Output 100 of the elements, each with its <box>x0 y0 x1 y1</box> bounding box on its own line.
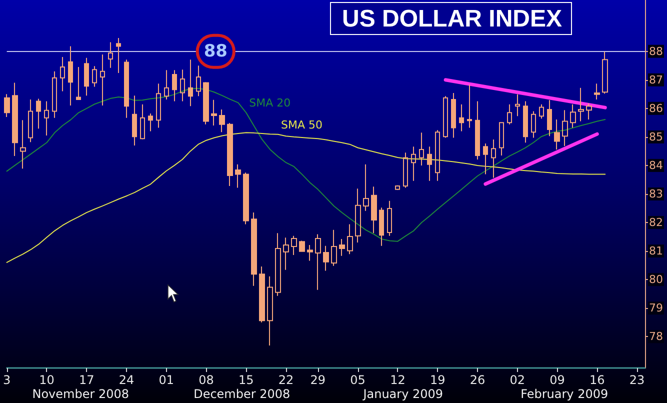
candlestick <box>475 100 480 160</box>
candlestick <box>84 57 89 96</box>
x-tick-label: 19 <box>430 373 446 387</box>
y-tick-label: 83 <box>649 187 663 200</box>
text: November 2008 <box>32 387 130 401</box>
x-tick-label: 17 <box>78 373 94 387</box>
candlestick <box>140 104 145 140</box>
candlestick <box>124 59 129 118</box>
candlestick <box>531 110 536 138</box>
candlestick <box>491 139 496 178</box>
candlestick <box>92 66 97 88</box>
candlestick <box>586 103 592 120</box>
candlestick <box>76 66 81 100</box>
candlestick <box>243 172 249 225</box>
candlestick <box>339 238 345 256</box>
candlestick <box>363 164 369 212</box>
x-tick-label: 26 <box>470 373 486 387</box>
candlestick <box>355 188 361 243</box>
candlestick <box>283 237 289 270</box>
x-tick-label: 3 <box>2 373 11 387</box>
candlestick <box>323 245 329 272</box>
candlestick <box>235 164 241 188</box>
candlestick <box>44 100 49 136</box>
y-tick-label: 78 <box>649 330 663 344</box>
candlestick <box>299 240 305 252</box>
candlestick <box>387 200 392 236</box>
candlestick <box>219 109 225 133</box>
y-tick-label: 85 <box>649 130 663 144</box>
candlestick <box>196 65 201 97</box>
candlestick <box>523 100 528 144</box>
y-tick-label: 81 <box>649 244 663 258</box>
x-tick-label: 02 <box>510 373 526 387</box>
line-series <box>6 132 606 263</box>
y-tick-label: 84 <box>649 158 663 172</box>
x-tick-label: 16 <box>589 373 605 387</box>
x-tick-label: 10 <box>39 373 54 387</box>
ref-line-label: 88 <box>204 41 228 62</box>
x-tick-label: 01 <box>158 373 174 387</box>
candlestick <box>507 104 512 125</box>
y-tick-label: 82 <box>649 216 663 230</box>
x-tick-label: 15 <box>238 373 254 387</box>
candlestick <box>52 70 57 118</box>
candlestick <box>203 82 209 125</box>
candlestick <box>172 70 177 102</box>
x-tick-label: 24 <box>118 373 134 387</box>
y-tick-label: 80 <box>649 273 663 286</box>
candlestick <box>68 46 73 106</box>
x-tick-label: 05 <box>350 373 366 387</box>
line-series <box>6 88 606 242</box>
candlestick <box>211 99 217 126</box>
candlestick <box>275 232 281 296</box>
candlestick <box>307 244 313 262</box>
x-tick-label: 22 <box>278 373 294 387</box>
candlestick <box>156 83 161 128</box>
x-tick-label: 29 <box>310 373 326 387</box>
candlestick <box>259 266 265 323</box>
candlestick <box>459 104 464 132</box>
candlestick <box>188 59 193 107</box>
candlestick <box>251 212 257 286</box>
candlestick <box>562 110 568 147</box>
text: December 2008 <box>194 387 290 401</box>
x-tick-label: 12 <box>390 373 406 387</box>
candlestick <box>12 82 18 157</box>
candlestick <box>331 229 337 266</box>
candlestick <box>28 99 33 143</box>
candlestick <box>4 94 10 118</box>
candlestick <box>180 69 185 102</box>
candlestick <box>108 42 113 68</box>
candlestick <box>36 98 41 130</box>
candlestick <box>411 146 416 182</box>
candlestick <box>427 146 432 182</box>
candlestick <box>20 120 26 170</box>
candlestick <box>483 142 488 175</box>
chart-title: US DOLLAR INDEX <box>342 6 562 32</box>
candlestick <box>132 95 137 146</box>
candlestick <box>164 70 169 100</box>
candlestick <box>403 152 408 188</box>
candlestick <box>100 54 105 106</box>
x-tick-label: 08 <box>198 373 214 387</box>
y-tick-label: 88 <box>649 44 663 58</box>
candlestick <box>594 83 600 100</box>
candlestick <box>547 100 552 137</box>
series-label: SMA 20 <box>249 96 291 110</box>
text: February 2009 <box>520 387 608 401</box>
candlestick <box>539 104 544 120</box>
candlestick <box>116 37 121 74</box>
candlestick <box>467 84 472 128</box>
candlestick <box>347 224 353 255</box>
candlestick <box>443 96 448 138</box>
y-tick-label: 86 <box>649 102 663 115</box>
x-tick-label: 09 <box>550 373 565 387</box>
candlestick <box>148 113 153 132</box>
series-label: SMA 50 <box>281 118 323 132</box>
candlestick <box>570 104 576 128</box>
candlestick <box>578 87 584 122</box>
candlestick <box>60 56 65 92</box>
y-tick-label: 87 <box>649 73 663 86</box>
candlestick <box>395 184 400 190</box>
candlestick <box>419 132 424 166</box>
candlestick <box>602 51 608 94</box>
